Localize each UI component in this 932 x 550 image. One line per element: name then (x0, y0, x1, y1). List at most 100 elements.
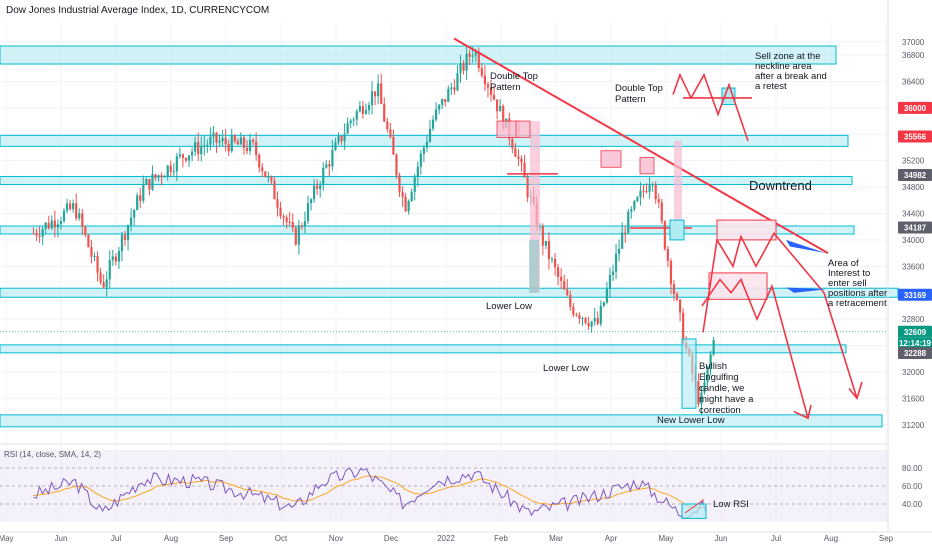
price-tag (898, 169, 932, 182)
candle-body (111, 256, 114, 261)
candle-body (489, 87, 493, 95)
candle-body (602, 302, 605, 306)
y-tick-label: 32800 (902, 315, 925, 324)
candle-body (291, 221, 294, 228)
candle-body (178, 154, 181, 157)
x-tick-label: Nov (329, 534, 343, 543)
downtrend-line (453, 37, 829, 254)
candle-body (358, 106, 361, 112)
pink-highlight (530, 121, 540, 293)
sr-zone (0, 175, 853, 185)
candle-body (47, 222, 50, 229)
candle-body (428, 128, 432, 142)
x-tick-label: Aug (164, 534, 178, 543)
area-of-interest-line4: positions after (828, 288, 887, 299)
arrowhead-2 (793, 404, 812, 420)
candle-body (593, 318, 596, 322)
candle-body (75, 203, 78, 219)
low-rsi-box (681, 503, 707, 519)
candle-body (590, 321, 593, 327)
candle-body (90, 247, 93, 257)
candle-body (41, 228, 44, 237)
candle-body (648, 185, 651, 192)
sell-zone-line4: a retest (755, 81, 787, 92)
candle-body (703, 382, 706, 393)
candle-body (474, 52, 477, 56)
downtrend-label: Downtrend (749, 178, 812, 193)
candle-body (706, 366, 709, 383)
rsi-label: RSI (14, close, SMA, 14, 2) (4, 450, 101, 459)
candle-body (102, 282, 105, 288)
candle-body (627, 211, 630, 233)
sell-zone-line2: neckline area (755, 61, 812, 72)
chart-title: Dow Jones Industrial Average Index, 1D, … (6, 5, 269, 16)
y-tick-label: 34000 (902, 236, 925, 245)
area-of-interest-line2: Interest to (828, 268, 870, 279)
candle-body (136, 195, 139, 211)
rsi-divergence-line (684, 499, 705, 514)
candle-body (264, 171, 267, 177)
candle-body (340, 135, 343, 142)
candle-body (69, 203, 72, 210)
bullish-candle-box (681, 338, 697, 409)
candle-body (261, 167, 264, 172)
candle-body (496, 99, 499, 112)
candle-body (633, 201, 636, 210)
candle-body (459, 63, 462, 74)
low-rsi-label: Low RSI (713, 499, 749, 510)
candle-body (303, 221, 307, 227)
drawings (0, 37, 888, 420)
candle-body (267, 176, 270, 178)
candle-body (105, 279, 108, 288)
lower-low-1-label: Lower Low (486, 301, 532, 312)
candle-body (206, 144, 209, 146)
candle-body (175, 156, 178, 172)
candle-body (133, 210, 136, 218)
price-tag (898, 346, 932, 359)
y-tick-label: 36400 (902, 77, 925, 86)
candle-body (401, 191, 404, 197)
small-zone-box (669, 219, 685, 241)
candle-body (130, 217, 133, 226)
candle-body (392, 136, 395, 155)
candle-body (108, 260, 111, 280)
candle-body (468, 53, 471, 57)
candle-body (669, 260, 673, 285)
candle-body (270, 176, 273, 181)
candle-body (630, 209, 633, 212)
candle-body (492, 94, 496, 100)
candle-body (297, 226, 300, 245)
x-tick-label: Jul (111, 534, 121, 543)
candle-body (316, 185, 319, 189)
candle-body (44, 222, 47, 229)
candle-body (352, 119, 355, 121)
candle-body (465, 53, 468, 71)
y-tick-label: 34800 (902, 183, 925, 192)
bullish-line3: candle, we (699, 383, 744, 394)
candle-body (145, 179, 148, 185)
candle-body (50, 220, 53, 229)
rsi-tick-label: 80.00 (902, 464, 923, 473)
price-tag (898, 221, 932, 234)
candle-body (370, 91, 374, 106)
candle-body (255, 141, 258, 155)
candle-body (660, 202, 663, 222)
candle-body (93, 255, 96, 257)
support-resistance-zones (0, 45, 899, 428)
candle-body (56, 224, 59, 228)
y-tick-label: 32000 (902, 368, 925, 377)
candle-body (700, 392, 703, 405)
candle-body (279, 207, 282, 217)
candle-body (614, 253, 618, 272)
candle-body (337, 135, 340, 143)
candle-body (96, 255, 99, 273)
candle-body (645, 191, 648, 193)
projection-sell-zone (672, 72, 749, 142)
x-tick-label: Sep (219, 534, 234, 543)
candle-body (377, 83, 380, 97)
candle-body (431, 119, 435, 129)
candle-body (59, 221, 63, 225)
candle-body (547, 240, 551, 260)
double-top-2-line1: Double Top (615, 83, 663, 94)
